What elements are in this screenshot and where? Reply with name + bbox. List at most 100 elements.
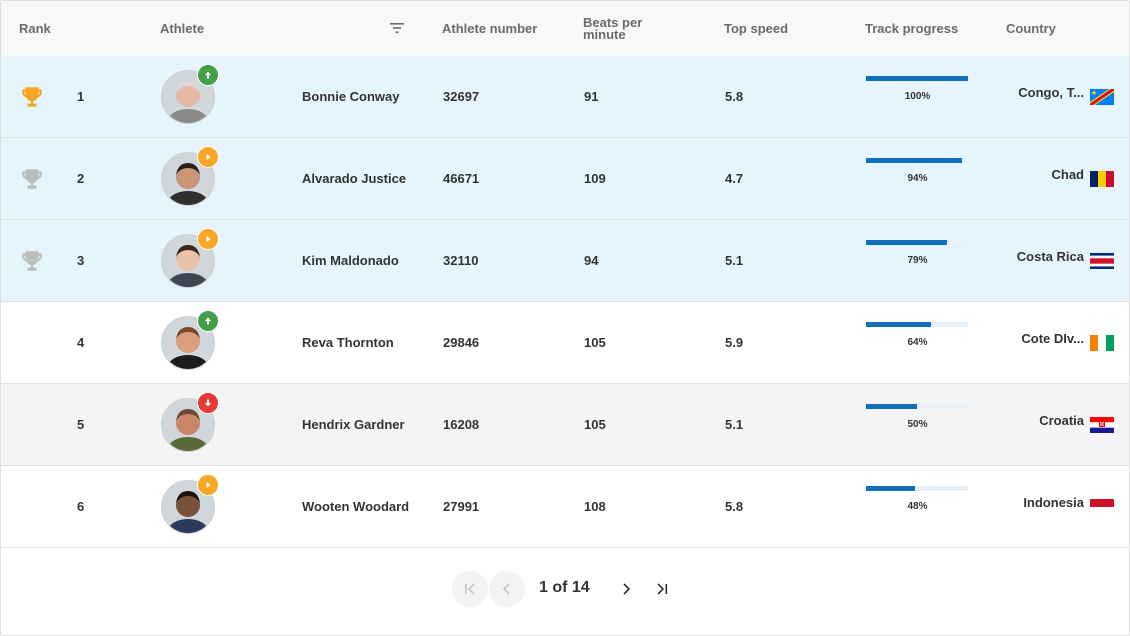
header-bpm[interactable]: Beats per minute [583,14,643,42]
athlete-avatar [161,228,219,288]
athlete-name: Bonnie Conway [302,89,400,104]
country-name: Cote DIv... [1021,331,1084,346]
table-row[interactable]: 4 Reva Thornton 29846 105 5.9 64% Cote D… [1,302,1129,384]
header-athlete[interactable]: Athlete [160,20,205,36]
track-progress-label: 94% [907,173,928,184]
chad-flag-icon [1090,170,1114,187]
athlete-number-cell: 32697 [443,89,480,104]
avatar [161,316,215,370]
track-progress-bar: 100% [866,76,969,102]
bpm-cell: 105 [584,335,606,350]
track-progress-bar: 50% [866,404,969,430]
athlete-name: Wooten Woodard [302,499,410,514]
silver-trophy-icon [22,251,42,271]
athlete-name: Hendrix Gardner [302,417,405,432]
bpm-cell: 109 [584,171,606,186]
table-row[interactable]: 6 Wooten Woodard 27991 108 5.8 48% Indon… [1,466,1129,548]
athlete-avatar [161,64,219,124]
athlete-name: Kim Maldonado [302,253,399,268]
country-cell: Indonesia [996,466,1114,547]
arrow-down-icon [197,392,219,414]
athlete-avatar [161,392,219,452]
arrow-up-icon [197,310,219,332]
top-speed-cell: 5.8 [725,499,744,514]
top-speed-cell: 5.1 [725,417,744,432]
track-progress-label: 50% [907,419,928,430]
athlete-name: Reva Thornton [302,335,394,350]
header-rank[interactable]: Rank [19,20,51,36]
country-name: Croatia [1039,413,1084,428]
last-page-button[interactable] [644,571,680,607]
top-speed-cell: 4.7 [725,171,744,186]
arrow-up-icon [197,64,219,86]
athlete-number-cell: 29846 [443,335,480,350]
grid-header: Rank Athlete Athlete number Beats per mi… [1,1,1129,57]
country-name: Costa Rica [1016,249,1084,264]
bpm-cell: 91 [584,89,599,104]
athlete-name: Alvarado Justice [302,171,407,186]
first-page-icon [465,583,475,595]
country-name: Indonesia [1023,495,1084,510]
country-cell: Chad [996,138,1114,219]
top-speed-cell: 5.9 [725,335,744,350]
chevron-left-icon [502,583,510,595]
track-progress-label: 64% [907,337,928,348]
table-row[interactable]: 2 Alvarado Justice 46671 109 4.7 94% Cha… [1,138,1129,220]
track-progress-bar: 94% [866,158,969,184]
athlete-avatar [161,474,219,534]
header-top-speed[interactable]: Top speed [724,20,789,36]
top-speed-cell: 5.1 [725,253,744,268]
arrow-right-icon [197,146,219,168]
country-cell: Costa Rica [996,220,1114,301]
track-progress-label: 100% [904,91,931,102]
rank-cell: 4 [77,335,85,350]
page-indicator: 1 of 14 [539,579,590,596]
filter-icon[interactable] [387,18,407,38]
country-cell: Cote DIv... [996,302,1114,383]
athlete-number-cell: 27991 [443,499,480,514]
rank-cell: 2 [77,171,85,186]
bpm-cell: 105 [584,417,606,432]
congo-flag-icon [1090,88,1114,105]
track-progress-label: 48% [907,501,928,512]
country-cell: Croatia [996,384,1114,465]
costa-rica-flag-icon [1090,252,1114,269]
chevron-right-icon [623,583,631,595]
top-speed-cell: 5.8 [725,89,744,104]
header-country[interactable]: Country [1006,20,1056,36]
header-track-progress[interactable]: Track progress [865,20,959,36]
cote-divoire-flag-icon [1090,334,1114,351]
bpm-cell: 94 [584,253,599,268]
country-name: Congo, T... [1018,85,1084,100]
rank-cell: 6 [77,499,85,514]
arrow-right-icon [197,474,219,496]
rank-cell: 3 [77,253,85,268]
table-row[interactable]: 3 Kim Maldonado 32110 94 5.1 79% Costa R… [1,220,1129,302]
athlete-number-cell: 32110 [443,253,479,268]
track-progress-label: 79% [907,255,928,266]
header-athlete-number[interactable]: Athlete number [442,20,538,36]
bpm-cell: 108 [584,499,606,514]
silver-trophy-icon [22,169,42,189]
previous-page-button[interactable] [489,571,525,607]
rank-cell: 1 [77,89,85,104]
croatia-flag-icon [1090,416,1114,433]
track-progress-bar: 48% [866,486,969,512]
country-cell: Congo, T... [996,56,1114,137]
country-name: Chad [1051,167,1085,182]
rank-cell: 5 [77,417,85,432]
athlete-number-cell: 46671 [443,171,480,186]
pagination: 1 of 14 [1,567,1129,611]
athlete-avatar [161,310,219,370]
athlete-number-cell: 16208 [443,417,480,432]
track-progress-bar: 79% [866,240,969,266]
first-page-button[interactable] [452,571,488,607]
gold-trophy-icon [22,87,42,107]
next-page-button[interactable] [608,571,644,607]
table-row[interactable]: 1 Bonnie Conway 32697 91 5.8 100% Congo,… [1,56,1129,138]
track-progress-bar: 64% [866,322,969,348]
athlete-avatar [161,146,219,206]
indonesia-flag-icon [1090,498,1114,515]
table-row[interactable]: 5 Hendrix Gardner 16208 105 5.1 50% Croa… [1,384,1129,466]
